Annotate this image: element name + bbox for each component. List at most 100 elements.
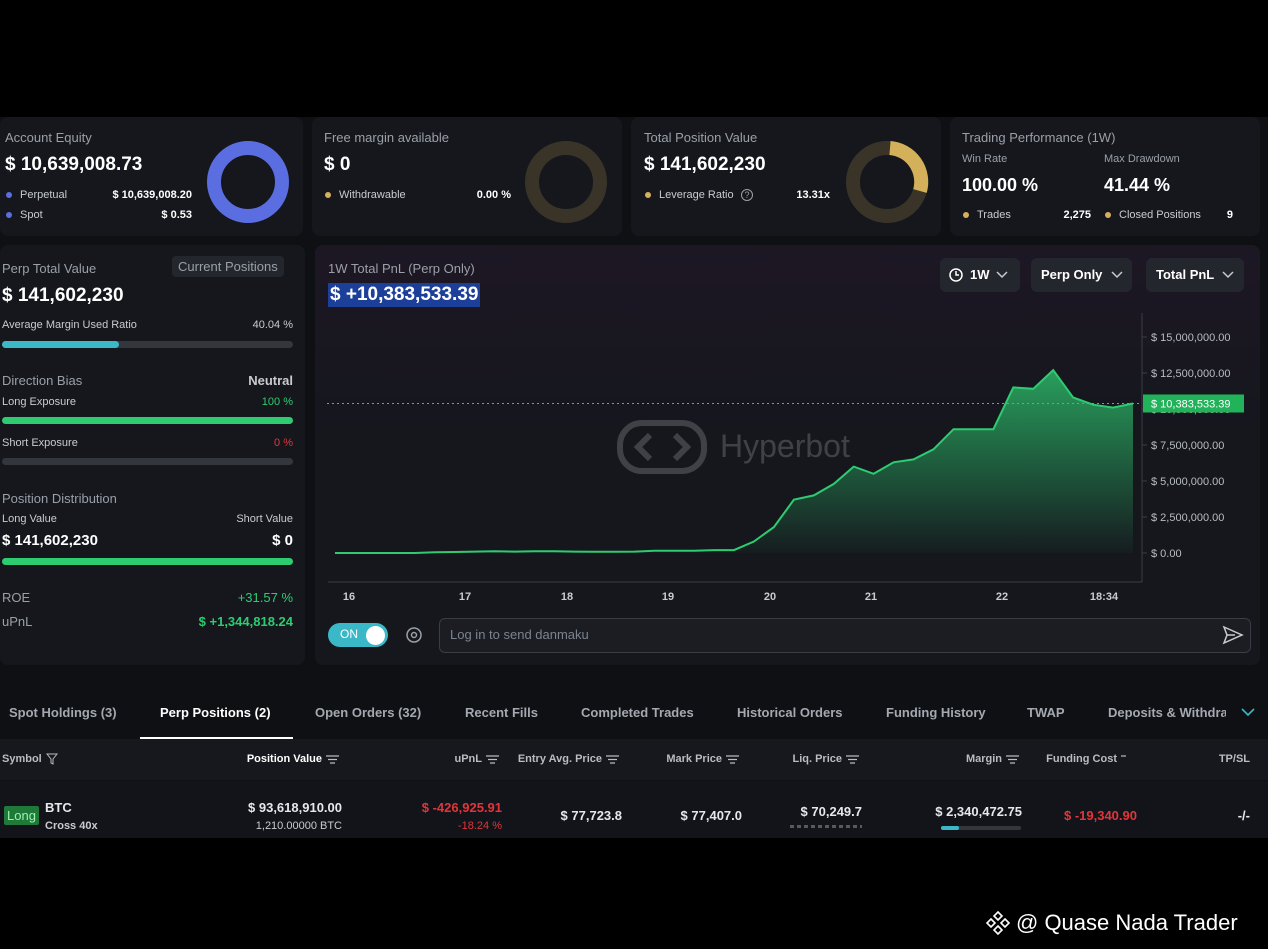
card-value: $ 10,639,008.73 — [5, 154, 143, 175]
position-value: $ 93,618,910.00 — [248, 800, 342, 815]
value: 100 % — [261, 396, 293, 408]
settings-icon[interactable] — [404, 625, 424, 645]
tab[interactable]: TWAP — [1027, 705, 1065, 720]
row-value: $ 0.53 — [161, 209, 192, 221]
stat-label: Max Drawdown — [1104, 153, 1180, 165]
filter-icon[interactable] — [46, 753, 58, 765]
value: Neutral — [248, 373, 293, 388]
card-title: Account Equity — [5, 130, 92, 145]
value: 40.04 % — [252, 319, 293, 331]
progress-track — [2, 458, 293, 465]
legend-dot — [963, 212, 969, 218]
symbol: BTC — [45, 800, 72, 815]
funding-cost: $ -19,340.90 — [1063, 808, 1137, 823]
row-label: Perpetual — [20, 189, 68, 201]
panel-value: $ 141,602,230 — [2, 285, 124, 306]
x-tick-label: 19 — [662, 591, 674, 603]
row-label: Spot — [20, 209, 43, 221]
current-value-tag — [1143, 394, 1244, 413]
send-icon[interactable] — [1222, 624, 1244, 646]
info-icon[interactable]: ? — [740, 188, 754, 202]
column-header[interactable]: uPnL — [454, 753, 483, 765]
section-title: Position Distribution — [2, 491, 117, 506]
x-tick-label: 16 — [343, 591, 355, 603]
column-header: Symbol — [2, 753, 42, 765]
donut-ring — [207, 141, 289, 223]
progress-fill — [2, 558, 293, 565]
tab[interactable]: Recent Fills — [465, 705, 538, 720]
row-value: 0.00 % — [476, 189, 511, 201]
row-label: Leverage Ratio — [659, 189, 734, 201]
pnl-chart: Hyperbot $ 0.00 $ 2,500,000.00 $ 5,000,000… — [327, 313, 1244, 603]
table-row[interactable] — [0, 781, 1268, 838]
label: Short Value — [236, 513, 293, 525]
donut-arc — [889, 141, 929, 193]
margin-mode: Cross 40x — [45, 820, 98, 832]
donut — [525, 141, 607, 223]
chevrons — [996, 271, 1234, 279]
upnl: $ -426,925.91 — [421, 800, 502, 815]
danmaku-input[interactable] — [439, 618, 1251, 653]
progress-track — [2, 341, 293, 348]
chart-headline: $ +10,383,533.39 — [328, 283, 481, 307]
label: uPnL — [2, 614, 33, 629]
line — [335, 368, 1134, 554]
legend-dot — [1105, 212, 1111, 218]
x-tick-label: 21 — [865, 591, 877, 603]
tab[interactable]: Open Orders (32) — [315, 705, 422, 720]
column-header[interactable]: Funding Cost — [1046, 753, 1117, 765]
value: $ 141,602,230 — [2, 532, 98, 549]
row-value: 2,275 — [1063, 209, 1091, 221]
footer-credit: @ Quase Nada Trader — [1016, 910, 1238, 935]
progress-fill — [2, 341, 119, 348]
tab[interactable]: Spot Holdings (3) — [9, 705, 117, 720]
value: $ +1,344,818.24 — [198, 614, 293, 629]
tab[interactable]: Historical Orders — [737, 705, 843, 720]
range-dropdown[interactable]: 1W — [940, 258, 1020, 292]
legend-dot — [6, 212, 12, 218]
donut — [207, 141, 289, 223]
stat-value: 41.44 % — [1104, 175, 1171, 195]
row-value: 13.31x — [796, 189, 830, 201]
svg-text:?: ? — [744, 190, 749, 200]
margin: $ 2,340,472.75 — [935, 804, 1022, 819]
tab-active[interactable]: Perp Positions (2) — [160, 705, 271, 720]
card-title: Free margin available — [324, 130, 450, 145]
legend-dot — [6, 192, 12, 198]
axis-frame — [328, 313, 1143, 583]
panel-title: Perp Total Value — [2, 261, 97, 276]
tab[interactable]: Funding History — [886, 705, 986, 720]
y-tick-label: $ 5,000,000.00 — [1151, 476, 1224, 488]
chart-title: 1W Total PnL (Perp Only) — [328, 261, 475, 276]
watermark-text: Hyperbot — [720, 428, 850, 464]
card-value: $ 141,602,230 — [644, 154, 766, 175]
column-header[interactable]: Mark Price — [666, 753, 722, 765]
scope-dropdown[interactable]: Perp Only — [1031, 258, 1133, 292]
column-header[interactable]: Liq. Price — [792, 753, 842, 765]
tp-sl: -/- — [1237, 808, 1250, 823]
y-tick-label: $ 7,500,000.00 — [1151, 440, 1224, 452]
column-header[interactable]: Margin — [965, 753, 1002, 765]
tab[interactable]: Completed Trades — [581, 705, 694, 720]
watermark: Hyperbot — [617, 420, 850, 474]
y-tick-label: $ 12,500,000.00 — [1151, 368, 1231, 380]
stat-label: Win Rate — [962, 153, 1008, 165]
input-placeholder: Log in to send danmaku — [450, 627, 589, 642]
toggle-knob — [366, 626, 385, 645]
footer-logo — [985, 910, 1011, 936]
toggle-label: ON — [340, 627, 358, 641]
column-header[interactable]: Entry Avg. Price — [517, 753, 602, 765]
donut — [846, 141, 929, 223]
tabs-expand[interactable] — [1240, 705, 1256, 719]
progress-fill — [2, 417, 293, 424]
card-title: Trading Performance (1W) — [962, 130, 1116, 145]
current-positions-button[interactable]: Current Positions — [172, 256, 284, 277]
x-tick-label: 18:34 — [1090, 591, 1119, 603]
x-tick-label: 22 — [996, 591, 1008, 603]
margin-fill — [941, 826, 959, 830]
metric-dropdown[interactable]: Total PnL — [1146, 258, 1245, 292]
tab[interactable]: Deposits & Withdra — [1108, 705, 1226, 720]
column-header[interactable]: Position Value — [246, 753, 322, 765]
label: ROE — [2, 590, 31, 605]
